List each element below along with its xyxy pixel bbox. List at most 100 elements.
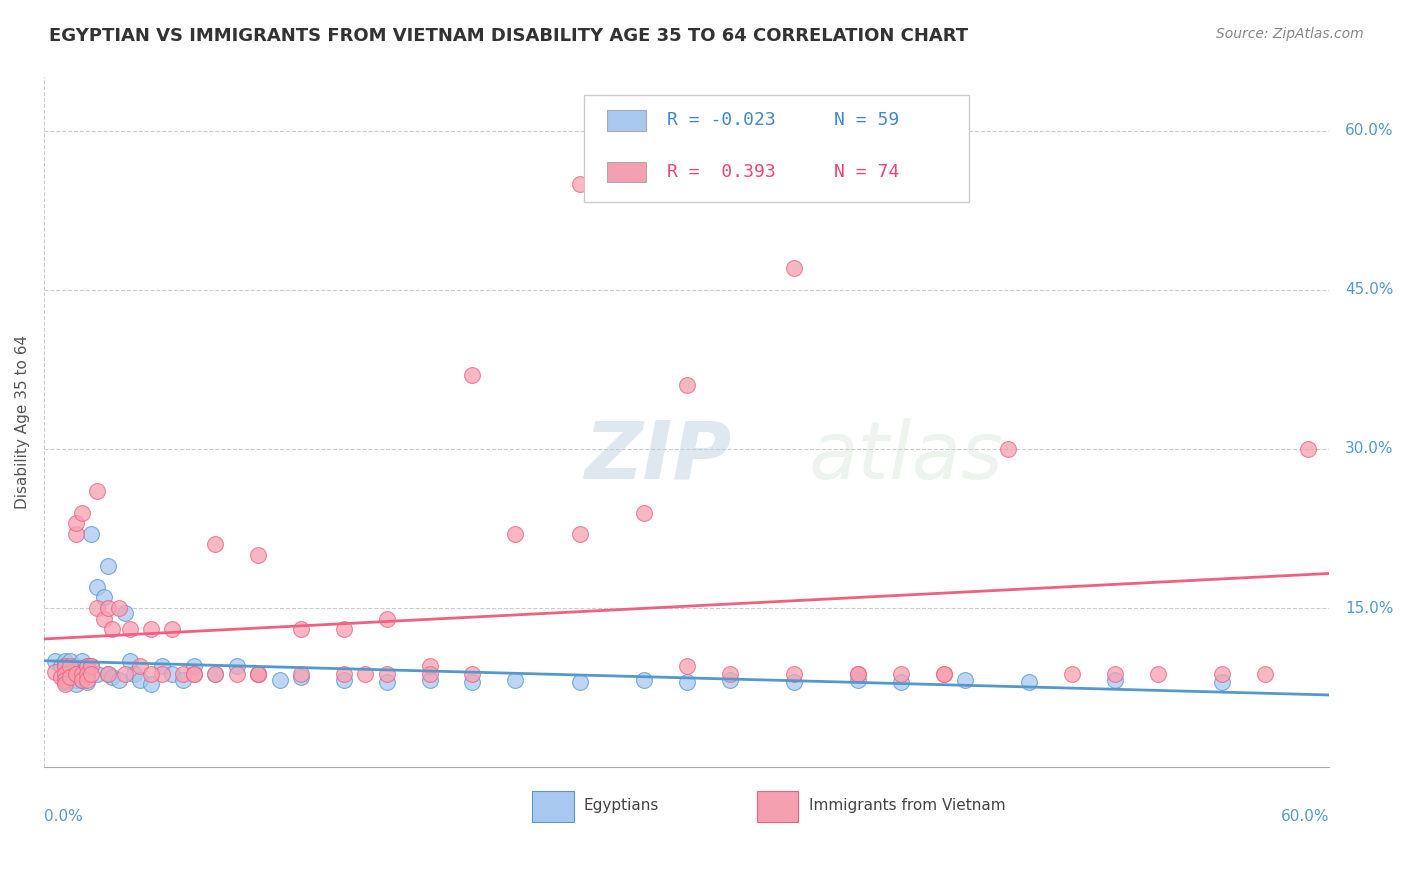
Point <box>633 506 655 520</box>
Point <box>997 442 1019 456</box>
Text: N = 59: N = 59 <box>835 112 900 129</box>
Point <box>65 666 87 681</box>
Point <box>150 666 173 681</box>
Point <box>675 659 697 673</box>
Point <box>118 654 141 668</box>
Point <box>53 666 76 681</box>
Point <box>290 622 312 636</box>
Point <box>1018 675 1040 690</box>
Point <box>783 675 806 690</box>
Point <box>53 677 76 691</box>
Point <box>247 666 270 681</box>
Point <box>1211 666 1233 681</box>
Point <box>225 666 247 681</box>
Point <box>783 261 806 276</box>
Point <box>97 666 120 681</box>
Point <box>162 666 184 681</box>
Point <box>225 659 247 673</box>
Text: 60.0%: 60.0% <box>1281 809 1330 823</box>
Point <box>204 537 226 551</box>
Bar <box>758 791 799 822</box>
Point <box>503 526 526 541</box>
Point <box>72 665 94 679</box>
Point <box>65 673 87 688</box>
Point <box>1062 666 1084 681</box>
Point <box>59 665 82 679</box>
Point <box>65 659 87 673</box>
Point <box>139 622 162 636</box>
Point <box>290 670 312 684</box>
Point <box>953 673 976 688</box>
Point <box>162 622 184 636</box>
Point <box>375 675 398 690</box>
Point <box>108 673 131 688</box>
Bar <box>533 791 574 822</box>
Text: 60.0%: 60.0% <box>1346 123 1393 138</box>
Point <box>65 516 87 531</box>
Point <box>80 659 103 673</box>
Point <box>718 673 741 688</box>
Point <box>183 659 205 673</box>
Point <box>97 666 120 681</box>
Point <box>204 666 226 681</box>
Point <box>114 666 136 681</box>
Point <box>53 673 76 688</box>
Point <box>1147 666 1170 681</box>
Point <box>461 368 484 382</box>
Point <box>172 666 194 681</box>
Bar <box>607 161 645 182</box>
Point <box>183 666 205 681</box>
Text: ZIP: ZIP <box>583 417 731 496</box>
Point <box>53 670 76 684</box>
Point <box>53 666 76 681</box>
Text: EGYPTIAN VS IMMIGRANTS FROM VIETNAM DISABILITY AGE 35 TO 64 CORRELATION CHART: EGYPTIAN VS IMMIGRANTS FROM VIETNAM DISA… <box>49 27 969 45</box>
Point <box>59 670 82 684</box>
Point <box>76 659 98 673</box>
Point <box>53 675 76 690</box>
Point <box>568 675 591 690</box>
Point <box>76 666 98 681</box>
Point <box>333 673 356 688</box>
Point <box>247 548 270 562</box>
Point <box>49 659 72 673</box>
Point <box>80 659 103 673</box>
Point <box>108 601 131 615</box>
Point <box>568 526 591 541</box>
Point <box>633 673 655 688</box>
Point <box>1104 673 1126 688</box>
Y-axis label: Disability Age 35 to 64: Disability Age 35 to 64 <box>15 335 30 509</box>
Point <box>76 666 98 681</box>
Point <box>86 580 108 594</box>
Point <box>72 654 94 668</box>
Point <box>568 177 591 191</box>
Point <box>172 673 194 688</box>
Text: Egyptians: Egyptians <box>583 797 659 813</box>
Point <box>675 378 697 392</box>
Point <box>183 666 205 681</box>
Point <box>718 666 741 681</box>
Point <box>1211 675 1233 690</box>
Text: R =  0.393: R = 0.393 <box>668 163 776 181</box>
Point <box>890 675 912 690</box>
Point <box>354 666 377 681</box>
Point <box>1296 442 1319 456</box>
Point <box>846 666 869 681</box>
Text: 15.0%: 15.0% <box>1346 600 1393 615</box>
Text: R = -0.023: R = -0.023 <box>668 112 776 129</box>
Point <box>204 666 226 681</box>
Point <box>419 659 441 673</box>
Point <box>129 673 152 688</box>
Point <box>97 558 120 573</box>
Point <box>269 673 291 688</box>
Point <box>59 654 82 668</box>
Point <box>129 659 152 673</box>
Point <box>65 677 87 691</box>
Point <box>72 673 94 688</box>
Point <box>59 659 82 673</box>
Text: N = 74: N = 74 <box>835 163 900 181</box>
Point <box>932 666 955 681</box>
Point <box>76 675 98 690</box>
Point <box>247 666 270 681</box>
Point <box>375 666 398 681</box>
FancyBboxPatch shape <box>583 95 970 202</box>
